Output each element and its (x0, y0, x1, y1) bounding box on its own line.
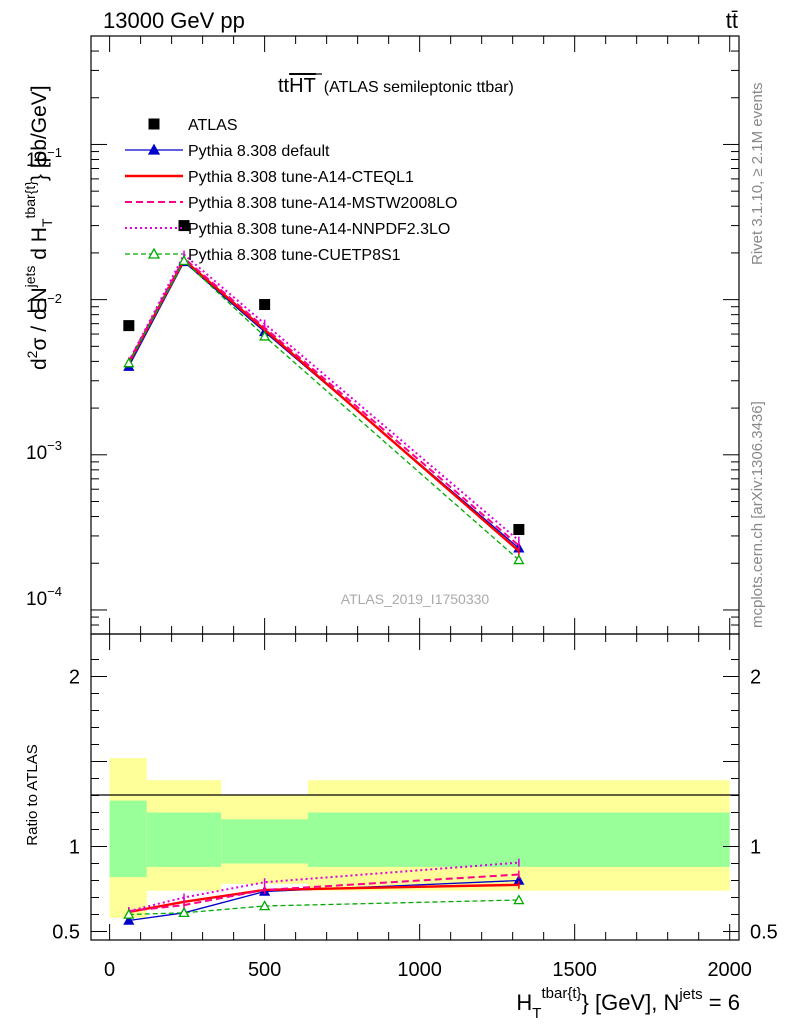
x-axis-label: HTtbar{t}} [GeV], Njets = 6 (516, 985, 740, 1022)
x-tick-label: 1000 (397, 959, 442, 981)
main-point-data (178, 220, 190, 232)
ratio-uncertainty-bands (109, 758, 730, 918)
ratio-y-tick-label-right: 2 (750, 667, 761, 689)
main-point-cuetp8s1 (178, 254, 190, 266)
legend-item-data: ATLAS (148, 117, 238, 134)
mcplots-label: mcplots.cern.ch [arXiv:1306.3436] (749, 401, 766, 628)
ratio-y-tick-label: 0.5 (52, 922, 80, 944)
legend-item-nnpdf: Pythia 8.308 tune-A14-NNPDF2.3LO (125, 221, 450, 238)
ratio-y-tick-label-right: 0.5 (750, 922, 778, 944)
band-inner (308, 812, 730, 867)
legend-label: Pythia 8.308 tune-A14-NNPDF2.3LO (188, 221, 450, 238)
main-axis-ticks (91, 35, 739, 635)
legend-label: Pythia 8.308 tune-CUETP8S1 (188, 247, 401, 264)
main-point-cuetp8s1 (259, 330, 271, 341)
main-point-data (259, 299, 271, 311)
legend: ATLAS Pythia 8.308 default Pythia 8.308 tu… (125, 117, 457, 264)
legend-marker-data (148, 118, 160, 130)
ratio-line-nnpdf (128, 861, 519, 913)
main-point-data (513, 524, 525, 536)
main-y-axis-label: d2σ / d Njets d HTtbar{t}} [pb/GeV] (22, 85, 55, 370)
legend-label: Pythia 8.308 default (188, 143, 330, 160)
legend-marker-default (147, 143, 161, 155)
legend-label: Pythia 8.308 tune-A14-CTEQL1 (188, 169, 414, 186)
ratio-axis-ticks (91, 36, 739, 940)
svg-text:10−1: 10−1 (26, 145, 62, 171)
ratio-y-axis-label: Ratio to ATLAS (24, 744, 41, 845)
ratio-y-tick-labels: 0.5 0.5 1 1 2 2 (52, 667, 778, 944)
main-y-tick-label: 10−2 (26, 291, 62, 317)
main-point-cuetp8s1 (513, 554, 525, 565)
ratio-line-mstw (128, 873, 519, 913)
ratio-point-cuetp8s1 (178, 906, 190, 918)
x-tick-label: 2000 (707, 959, 752, 981)
main-y-tick-label: 10−3 (26, 438, 62, 464)
main-line-mstw (127, 256, 520, 547)
x-tick-label: 500 (248, 959, 281, 981)
main-series-group (123, 220, 525, 565)
legend-item-cteql1: Pythia 8.308 tune-A14-CTEQL1 (125, 169, 414, 186)
legend-item-mstw: Pythia 8.308 tune-A14-MSTW2008LO (125, 195, 457, 212)
main-line-cuetp8s1 (128, 259, 520, 561)
main-y-tick-label: 10−4 (26, 584, 62, 610)
svg-text:10−4: 10−4 (26, 584, 62, 610)
ratio-point-cuetp8s1 (513, 894, 525, 905)
ratio-y-tick-label: 2 (69, 667, 80, 689)
rivet-label: Rivet 3.1.10, ≥ 2.1M events (749, 83, 766, 266)
band-inner (221, 819, 309, 864)
x-tick-label: 0 (104, 959, 115, 981)
svg-text:ttHT(ATLAS semileptonic ttbar): ttHT (ATLAS semileptonic ttbar) (278, 75, 514, 97)
analysis-watermark: ATLAS_2019_I1750330 (341, 591, 490, 607)
band-inner (146, 812, 222, 867)
ratio-point-cuetp8s1 (259, 900, 271, 911)
svg-text:10−3: 10−3 (26, 438, 62, 464)
ratio-line-cuetp8s1 (128, 899, 519, 916)
plot-title: ttHT (ATLAS semileptonic ttbar) (278, 73, 514, 97)
legend-item-default: Pythia 8.308 default (125, 143, 330, 160)
ratio-panel-frame (90, 633, 740, 941)
main-line-nnpdf (127, 253, 520, 542)
main-point-data (123, 320, 135, 332)
main-line-cteql1 (127, 258, 520, 552)
main-point-cuetp8s1 (123, 357, 135, 368)
x-tick-label: 1500 (552, 959, 597, 981)
main-y-tick-label: 10−1 (26, 145, 62, 171)
ratio-y-tick-label: 1 (69, 837, 80, 859)
ratio-line-default (128, 879, 519, 922)
ratio-series-group (123, 858, 525, 925)
ratio-line-cteql1 (128, 883, 519, 914)
x-tick-labels: 0 500 1000 1500 2000 (104, 959, 752, 981)
svg-text:10−2: 10−2 (26, 291, 62, 317)
band-inner (109, 800, 147, 878)
legend-label: Pythia 8.308 tune-A14-MSTW2008LO (188, 195, 457, 212)
ratio-y-tick-label-right: 1 (750, 837, 761, 859)
main-line-default (128, 260, 520, 549)
header-energy-label: 13000 GeV pp (103, 8, 245, 33)
legend-item-cuetp8s1: Pythia 8.308 tune-CUETP8S1 (125, 247, 401, 264)
ratio-point-cuetp8s1 (123, 908, 135, 919)
legend-marker-cuetp8s1 (147, 247, 161, 259)
legend-label: ATLAS (188, 117, 238, 134)
header-process-label: tt̄ (726, 8, 738, 33)
ratio-point-default (123, 914, 135, 925)
